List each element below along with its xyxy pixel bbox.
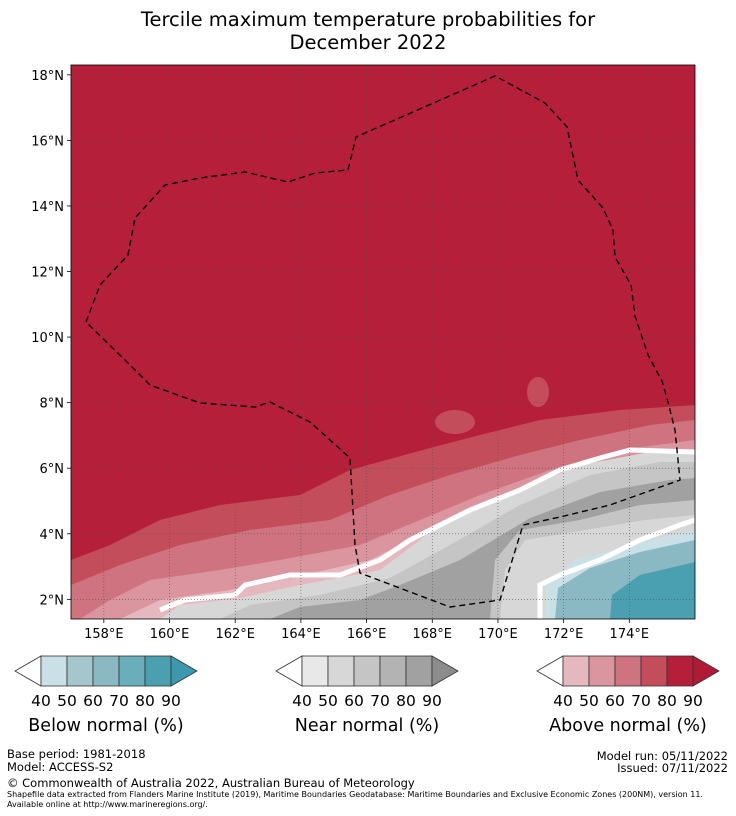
colorbar-tick-label: 70 <box>631 692 651 710</box>
colorbar-segment <box>40 655 68 687</box>
issued-text: Issued: 07/11/2022 <box>617 761 728 775</box>
colorbar-max-arrow <box>431 655 459 687</box>
colorbar-segment <box>588 655 616 687</box>
colorbar-tick-label: 50 <box>579 692 599 710</box>
colorbar-segment <box>614 655 642 687</box>
colorbar-tick-label: 60 <box>605 692 625 710</box>
colorbar-tick-label: 60 <box>344 692 364 710</box>
below-band-70 <box>610 562 695 619</box>
below-normal-label: Below normal (%) <box>28 716 184 736</box>
colorbar-tick-label: 50 <box>318 692 338 710</box>
plot-frame <box>70 64 696 620</box>
colorbar-tick-label: 80 <box>657 692 677 710</box>
colorbar-tick-label: 90 <box>161 692 181 710</box>
y-tick-label: 4°N <box>40 528 65 543</box>
colorbar-tick-label: 80 <box>135 692 155 710</box>
gridlines <box>71 65 695 619</box>
near-normal-label: Near normal (%) <box>294 716 440 736</box>
colorbar-min-arrow <box>14 655 42 687</box>
colorbar-tick-label: 70 <box>109 692 129 710</box>
colorbar-segment <box>301 655 329 687</box>
island-patch <box>527 377 549 407</box>
y-tick-label: 18°N <box>31 69 64 84</box>
colorbar-segment <box>562 655 590 687</box>
colorbar-tick-label: 60 <box>83 692 103 710</box>
colorbar-tick-label: 90 <box>683 692 703 710</box>
shapefile-attribution: Shapefile data extracted from Flanders M… <box>7 790 703 809</box>
colorbar-tick-label: 90 <box>422 692 442 710</box>
x-tick-label: 170°E <box>478 627 518 642</box>
colorbar-tick-label: 40 <box>292 692 312 710</box>
y-tick-label: 12°N <box>31 266 64 281</box>
x-tick-label: 160°E <box>150 627 190 642</box>
colorbar-tick-label: 50 <box>57 692 77 710</box>
colorbar-segment <box>327 655 355 687</box>
colorbar-tick-label: 40 <box>553 692 573 710</box>
chart-title: Tercile maximum temperature probabilitie… <box>0 8 736 54</box>
y-tick-label: 6°N <box>40 462 65 477</box>
x-tick-label: 158°E <box>84 627 124 642</box>
colorbar-min-arrow <box>536 655 564 687</box>
above-normal-colorbar: 40 50 60 70 80 90 <box>536 655 720 710</box>
x-tick-label: 166°E <box>347 627 387 642</box>
boundary-line-2 <box>537 517 695 619</box>
y-tick-label: 8°N <box>40 397 65 412</box>
colorbar-max-arrow <box>692 655 720 687</box>
colorbar-tick-label: 80 <box>396 692 416 710</box>
colorbar-min-arrow <box>275 655 303 687</box>
title-line-2: December 2022 <box>289 31 447 54</box>
colorbar-segment <box>144 655 172 687</box>
model-run-text: Model run: 05/11/2022 <box>596 749 728 763</box>
colorbar-tick-label: 70 <box>370 692 390 710</box>
island-patch <box>435 410 475 434</box>
colorbar-segment <box>640 655 668 687</box>
below-normal-colorbar: 40 50 60 70 80 90 <box>14 655 198 710</box>
x-tick-label: 162°E <box>215 627 255 642</box>
above-normal-label: Above normal (%) <box>549 716 707 736</box>
colorbar-segment <box>353 655 381 687</box>
x-tick-label: 174°E <box>610 627 650 642</box>
colorbar-max-arrow <box>170 655 198 687</box>
colorbar-segment <box>379 655 407 687</box>
x-tick-label: 164°E <box>281 627 321 642</box>
colorbar-segment <box>92 655 120 687</box>
colorbar-segment <box>405 655 433 687</box>
colorbar-tick-label: 40 <box>31 692 51 710</box>
title-line-1: Tercile maximum temperature probabilitie… <box>140 8 596 31</box>
y-tick-label: 16°N <box>31 134 64 149</box>
model-text: Model: ACCESS-S2 <box>7 760 114 774</box>
colorbar-segment <box>66 655 94 687</box>
axis-ticks: 158°E 160°E 162°E 164°E 166°E 168°E 170°E 172°E… <box>31 69 649 642</box>
map-fill-layer <box>71 65 695 619</box>
eez-boundary <box>85 75 681 608</box>
colorbar-segment <box>118 655 146 687</box>
boundary-line <box>159 447 695 613</box>
y-tick-label: 10°N <box>31 331 64 346</box>
copyright-text: © Commonwealth of Australia 2022, Austra… <box>7 776 415 790</box>
colorbar-segment <box>666 655 694 687</box>
base-period-text: Base period: 1981-2018 <box>7 747 146 761</box>
y-tick-label: 14°N <box>31 200 64 215</box>
near-normal-colorbar: 40 50 60 70 80 90 <box>275 655 459 710</box>
x-tick-label: 172°E <box>544 627 584 642</box>
y-tick-label: 2°N <box>40 593 65 608</box>
x-tick-label: 168°E <box>412 627 452 642</box>
